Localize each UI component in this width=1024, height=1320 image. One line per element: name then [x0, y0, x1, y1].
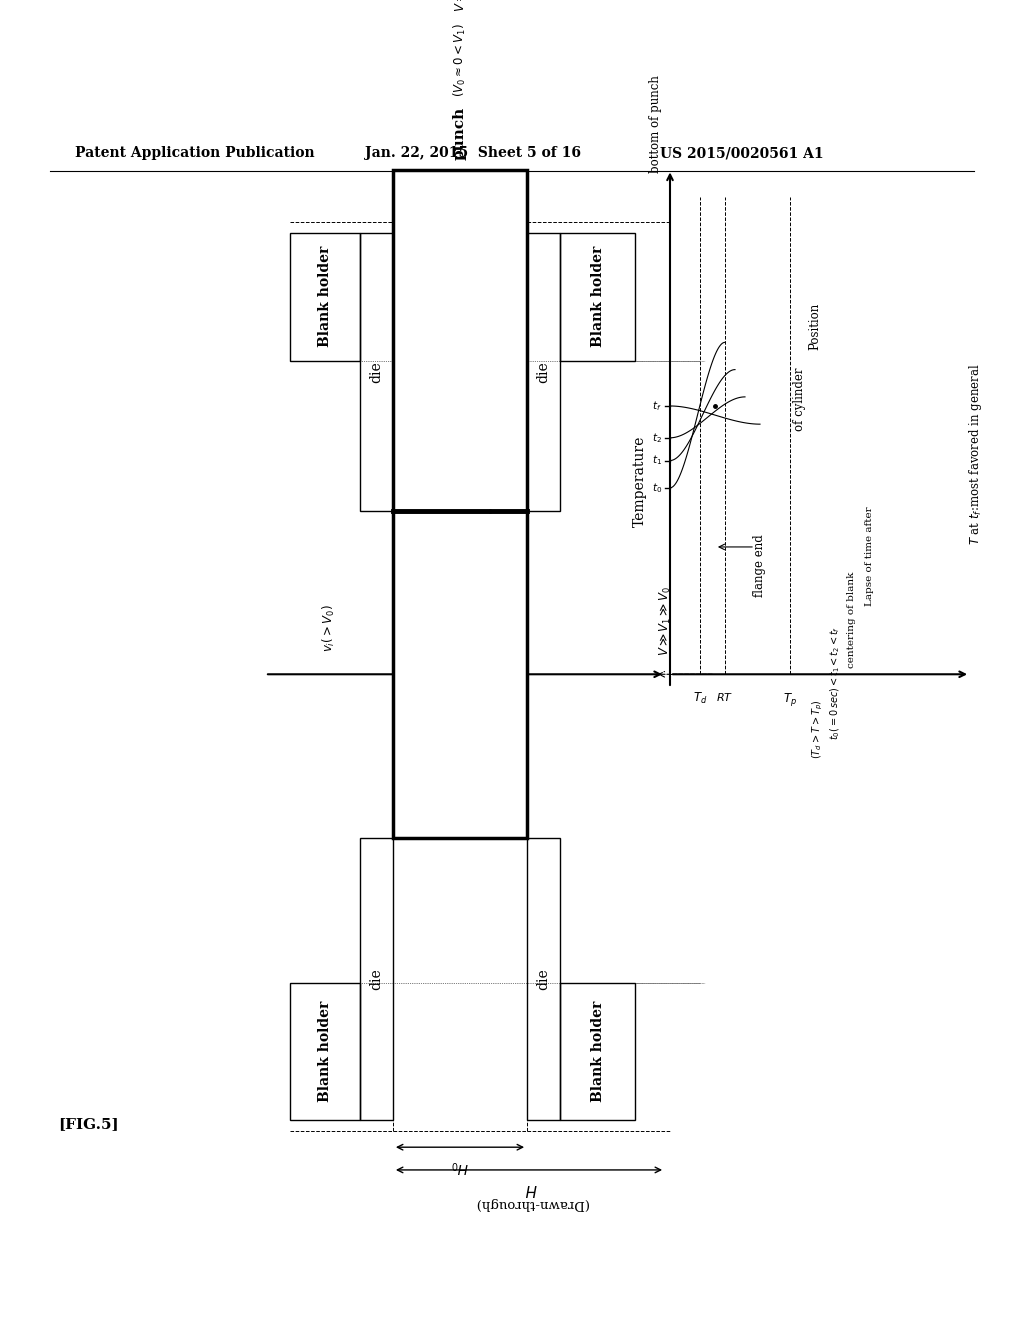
Text: $T_p$: $T_p$ [783, 690, 797, 708]
Text: Patent Application Publication: Patent Application Publication [75, 147, 314, 160]
Bar [393, 169, 527, 511]
Text: bottom of punch: bottom of punch [648, 75, 662, 173]
Text: die: die [370, 968, 384, 990]
Bar [527, 838, 560, 1119]
Text: $H$: $H$ [525, 1181, 538, 1197]
Text: Position: Position [809, 302, 821, 350]
Text: punch: punch [453, 107, 467, 160]
Text: $(V_0{\approx}0{<}V_1)$: $(V_0{\approx}0{<}V_1)$ [452, 24, 468, 98]
Text: Blank holder: Blank holder [591, 247, 604, 347]
Text: Blank holder: Blank holder [318, 247, 332, 347]
Bar [360, 234, 393, 511]
Bar [290, 983, 360, 1119]
Text: (Drawn-through): (Drawn-through) [475, 1197, 588, 1210]
Text: Material: Material [464, 631, 476, 681]
Text: $V = 0$: $V = 0$ [454, 0, 467, 12]
Text: centering of blank: centering of blank [848, 572, 856, 668]
Text: $V{\gg}V_1{\gg}V_0$: $V{\gg}V_1{\gg}V_0$ [657, 586, 673, 656]
Text: $T$ at $t_f$:most favored in general: $T$ at $t_f$:most favored in general [967, 363, 983, 545]
Text: Jan. 22, 2015  Sheet 5 of 16: Jan. 22, 2015 Sheet 5 of 16 [365, 147, 581, 160]
Text: to be formed: to be formed [464, 686, 476, 763]
Text: flange end: flange end [754, 533, 767, 597]
Bar [560, 983, 635, 1119]
Bar [360, 838, 393, 1119]
Bar [527, 234, 560, 511]
Bar [560, 234, 635, 360]
Text: [FIG.5]: [FIG.5] [58, 1118, 119, 1131]
Bar [560, 983, 635, 1119]
Text: $t_0$: $t_0$ [652, 480, 662, 495]
Bar [393, 511, 527, 838]
Text: die: die [537, 968, 551, 990]
Bar [527, 838, 560, 1119]
Text: Temperature: Temperature [633, 436, 647, 527]
Bar [560, 234, 635, 360]
Bar [290, 983, 360, 1119]
Text: $t_2$: $t_2$ [652, 430, 662, 445]
Text: die: die [370, 360, 384, 383]
Text: $t_1$: $t_1$ [652, 454, 662, 467]
Text: $T_d$: $T_d$ [693, 690, 708, 706]
Bar [290, 234, 360, 360]
Text: Blank holder: Blank holder [591, 1001, 604, 1102]
Text: $RT$: $RT$ [717, 690, 733, 702]
Text: of cylinder: of cylinder [794, 367, 807, 430]
Bar [527, 234, 560, 511]
Text: $(T_d>T>T_p)$: $(T_d>T>T_p)$ [811, 700, 825, 759]
Text: Lapse of time after: Lapse of time after [865, 507, 874, 606]
Text: $t_f$: $t_f$ [652, 399, 662, 413]
Bar [360, 234, 393, 511]
Bar [360, 838, 393, 1119]
Text: $t_0(=0\,sec)<t_1<t_2<t_f$: $t_0(=0\,sec)<t_1<t_2<t_f$ [828, 626, 842, 741]
Text: US 2015/0020561 A1: US 2015/0020561 A1 [660, 147, 823, 160]
Text: Blank holder: Blank holder [318, 1001, 332, 1102]
Text: $H_0$: $H_0$ [451, 1158, 469, 1175]
Text: $v_i(>V_0)$: $v_i(>V_0)$ [321, 603, 337, 652]
Bar [290, 234, 360, 360]
Text: die: die [537, 360, 551, 383]
